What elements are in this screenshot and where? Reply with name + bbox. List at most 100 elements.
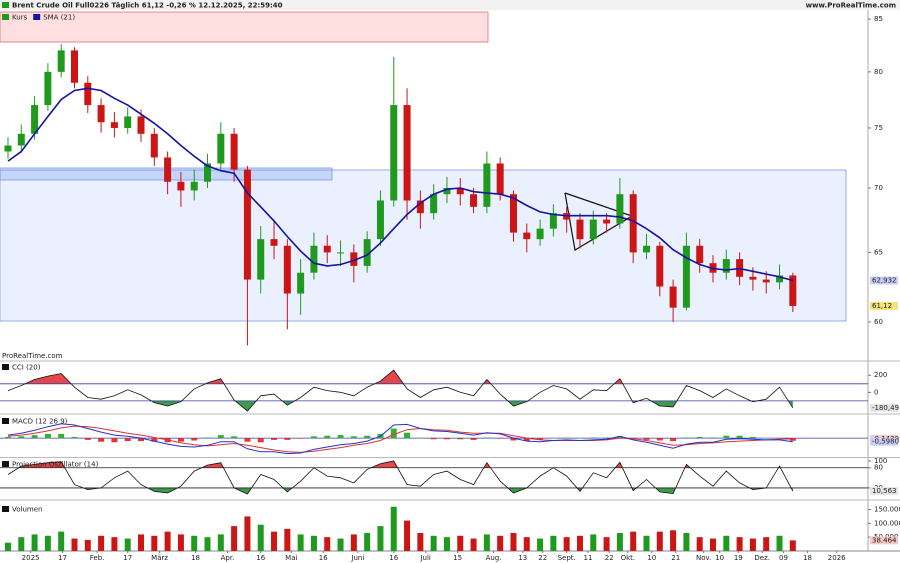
volume-bar bbox=[350, 534, 357, 551]
x-tick-label: März bbox=[151, 554, 168, 562]
volume-bar bbox=[723, 535, 730, 551]
candle-body bbox=[164, 157, 172, 182]
volume-bar bbox=[763, 537, 770, 551]
histogram-bar bbox=[337, 435, 344, 439]
histogram-bar bbox=[350, 436, 357, 439]
candle-body bbox=[363, 239, 371, 266]
candle-body bbox=[696, 245, 704, 264]
candle-body bbox=[656, 245, 664, 287]
volume-bar bbox=[390, 506, 397, 551]
x-tick-label: 16 bbox=[256, 554, 265, 562]
y-tick-label: 150.000 bbox=[874, 506, 900, 514]
indicator-line bbox=[7, 369, 794, 412]
volume-bar bbox=[310, 535, 317, 551]
value-tag-label: 38.464 bbox=[872, 536, 897, 544]
histogram-bar bbox=[204, 437, 211, 439]
legend-label: SMA (21) bbox=[43, 14, 75, 22]
x-tick-label: 17 bbox=[123, 554, 132, 562]
volume-bar bbox=[696, 537, 703, 551]
volume-bar bbox=[151, 535, 158, 551]
candle-body bbox=[150, 133, 158, 158]
candle-body bbox=[337, 252, 345, 254]
x-tick-label: Okt. bbox=[621, 554, 636, 562]
histogram-bar bbox=[257, 438, 264, 443]
candle-body bbox=[17, 133, 25, 146]
candle-body bbox=[257, 239, 265, 280]
y-tick-label: 80 bbox=[874, 464, 883, 472]
histogram-bar bbox=[443, 438, 450, 440]
histogram-bar bbox=[271, 438, 278, 440]
volume-bar bbox=[44, 535, 51, 551]
x-tick-label: 18 bbox=[803, 554, 812, 562]
histogram-bar bbox=[284, 438, 291, 440]
macd-line bbox=[7, 423, 793, 455]
volume-bar bbox=[417, 533, 424, 551]
volume-bar bbox=[337, 538, 344, 551]
candle-body bbox=[84, 82, 92, 106]
histogram-bar bbox=[58, 433, 65, 439]
candle-body bbox=[456, 187, 464, 195]
candle-body bbox=[177, 181, 185, 191]
candle-body bbox=[403, 105, 411, 201]
candle-body bbox=[350, 252, 358, 266]
panel-name: MACD (12 26 9) bbox=[12, 418, 68, 426]
volume-bar bbox=[297, 534, 304, 551]
volume-bar bbox=[656, 531, 663, 551]
zone-blue bbox=[0, 169, 847, 322]
panel-name: Projection Oszillator (14) bbox=[12, 461, 99, 469]
candle-body bbox=[470, 194, 478, 207]
volume-bar bbox=[776, 535, 783, 551]
histogram-bar bbox=[404, 432, 411, 439]
zone-red bbox=[0, 11, 489, 43]
candle-body bbox=[536, 228, 544, 240]
histogram-bar bbox=[71, 436, 78, 439]
panel-name: CCI (20) bbox=[12, 364, 41, 372]
candle-body bbox=[217, 133, 225, 164]
histogram-bar bbox=[789, 438, 796, 441]
candle-body bbox=[230, 133, 238, 170]
legend-swatch bbox=[2, 14, 9, 20]
histogram-bar bbox=[430, 438, 437, 440]
histogram-bar bbox=[497, 438, 504, 439]
volume-bar bbox=[404, 520, 411, 551]
x-tick-label: Juni bbox=[350, 554, 364, 562]
candle-body bbox=[483, 163, 491, 207]
volume-bar bbox=[710, 538, 717, 551]
candle-body bbox=[110, 122, 118, 128]
candle-body bbox=[243, 169, 251, 280]
x-tick-label: 17 bbox=[58, 554, 67, 562]
volume-bar bbox=[231, 526, 238, 551]
histogram-bar bbox=[111, 438, 118, 443]
histogram-bar bbox=[244, 438, 251, 442]
volume-bar bbox=[563, 537, 570, 551]
x-tick-label: Dez. bbox=[754, 554, 770, 562]
volume-bar bbox=[736, 537, 743, 551]
x-tick-label: Apr. bbox=[221, 554, 235, 562]
x-tick-label: 16 bbox=[319, 554, 328, 562]
candle-body bbox=[31, 105, 39, 134]
value-tag bbox=[870, 403, 898, 412]
histogram-bar bbox=[191, 438, 198, 441]
y-tick-label: 85 bbox=[874, 15, 883, 23]
histogram-bar bbox=[670, 438, 677, 442]
candle-body bbox=[270, 239, 278, 246]
x-tick-label: 09 bbox=[779, 554, 788, 562]
value-tag-label: -0,5980 bbox=[872, 438, 899, 446]
y-tick-label: 60 bbox=[874, 318, 883, 326]
value-tag bbox=[870, 437, 898, 446]
volume-bar bbox=[204, 537, 211, 551]
histogram-bar bbox=[470, 438, 477, 440]
histogram-bar bbox=[776, 438, 783, 439]
x-tick-label: 2026 bbox=[828, 554, 846, 562]
candle-body bbox=[722, 259, 730, 273]
volume-bar bbox=[284, 528, 291, 551]
candle-body bbox=[97, 105, 105, 123]
histogram-bar bbox=[483, 437, 490, 439]
histogram-bar bbox=[310, 436, 317, 439]
legend-swatch bbox=[2, 418, 9, 424]
histogram-bar bbox=[98, 438, 105, 442]
candle-body bbox=[682, 245, 690, 308]
histogram-bar bbox=[656, 438, 663, 441]
